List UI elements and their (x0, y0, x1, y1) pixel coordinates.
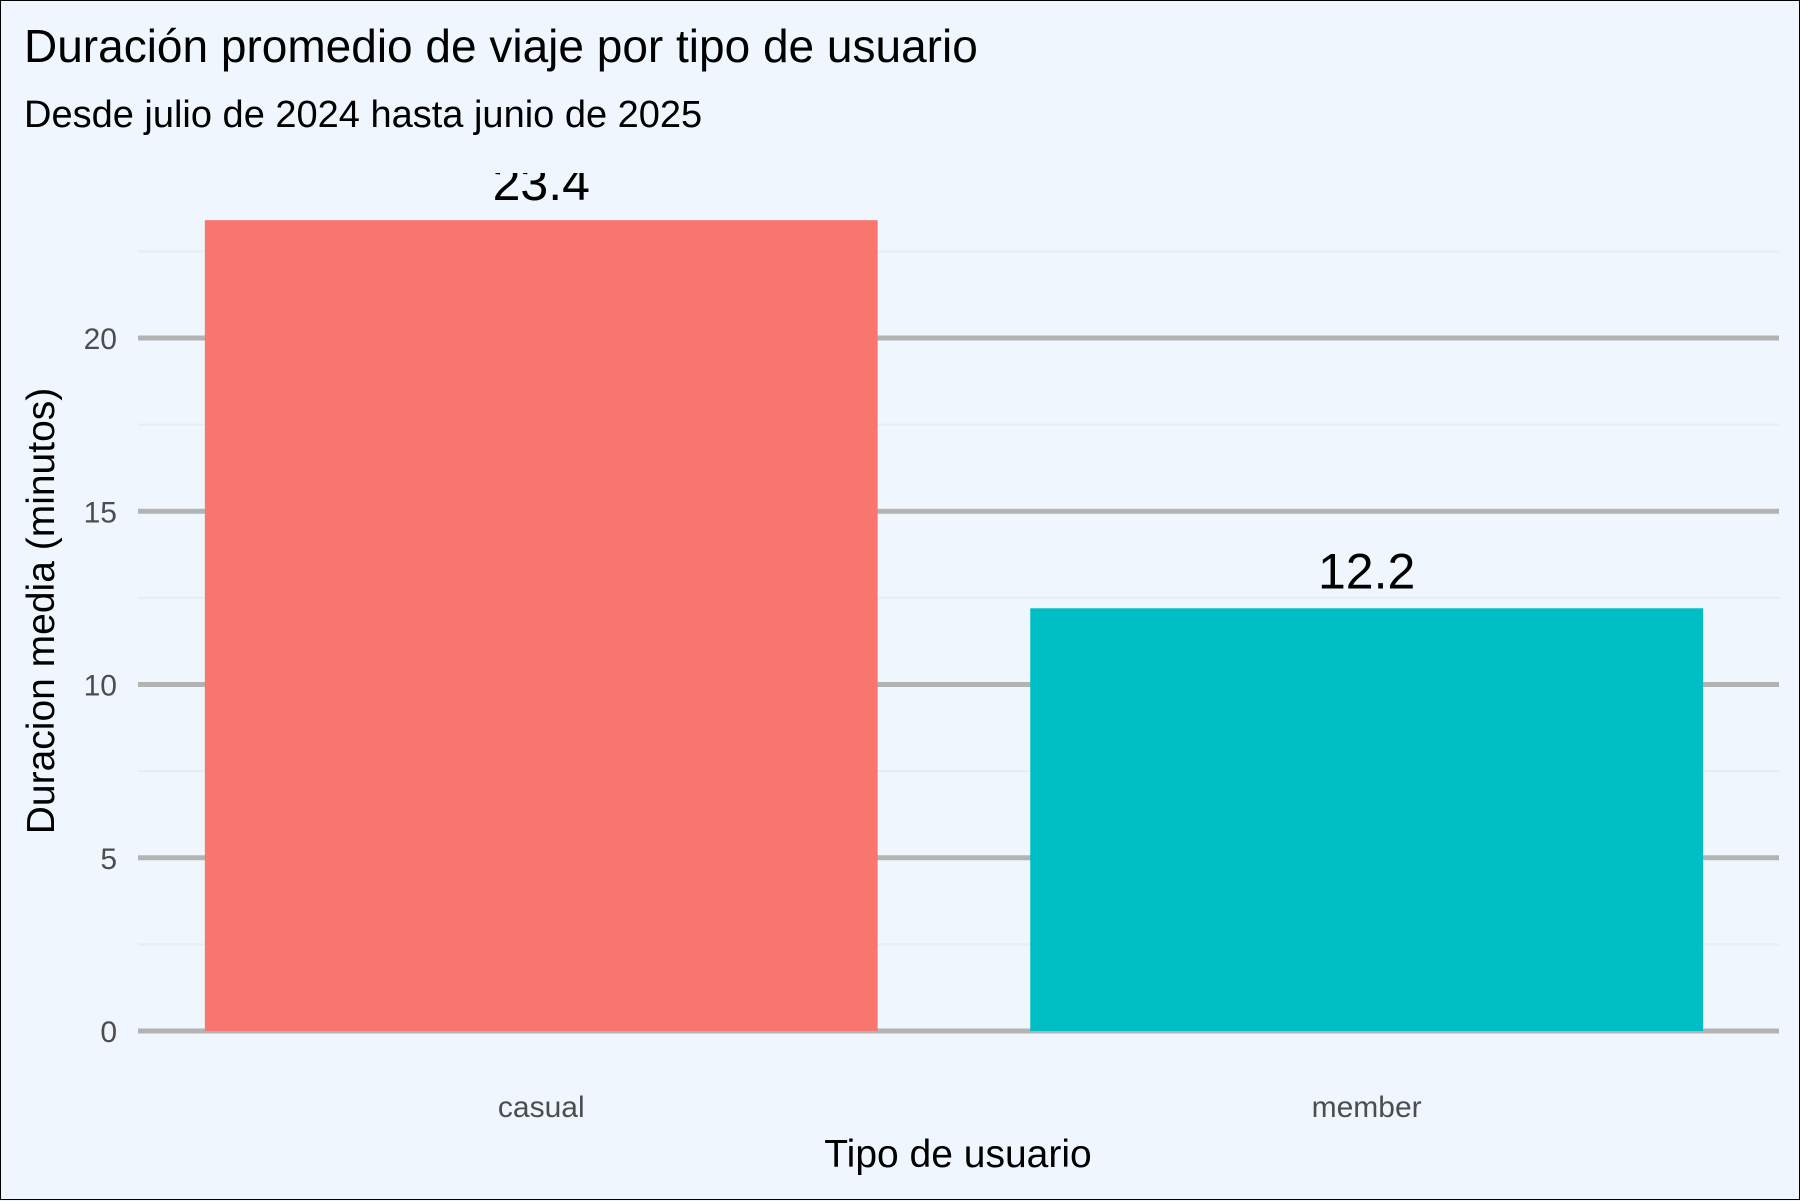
y-tick-label: 0 (100, 1016, 117, 1049)
y-axis-ticks: 0 5 10 15 20 (84, 323, 117, 1049)
y-axis-title: Duracion media (minutos) (20, 388, 63, 835)
x-axis-title: Tipo de usuario (824, 1133, 1091, 1176)
chart-title: Duración promedio de viaje por tipo de u… (24, 20, 978, 72)
bars (204, 220, 1704, 1031)
data-label-member: 12.2 (1318, 543, 1415, 599)
data-labels: 23.4 12.2 (493, 155, 1416, 599)
y-tick-label: 15 (84, 496, 117, 529)
y-tick-label: 5 (100, 843, 117, 876)
chart-subtitle: Desde julio de 2024 hasta junio de 2025 (24, 94, 703, 136)
x-tick-label-member: member (1312, 1091, 1422, 1124)
data-label-casual: 23.4 (493, 155, 590, 211)
bar-casual (204, 220, 878, 1031)
x-tick-label-casual: casual (498, 1091, 585, 1124)
x-axis-ticks: casual member (498, 1091, 1422, 1124)
bar-member (1030, 608, 1704, 1031)
y-tick-label: 10 (84, 670, 117, 703)
y-tick-label: 20 (84, 323, 117, 356)
